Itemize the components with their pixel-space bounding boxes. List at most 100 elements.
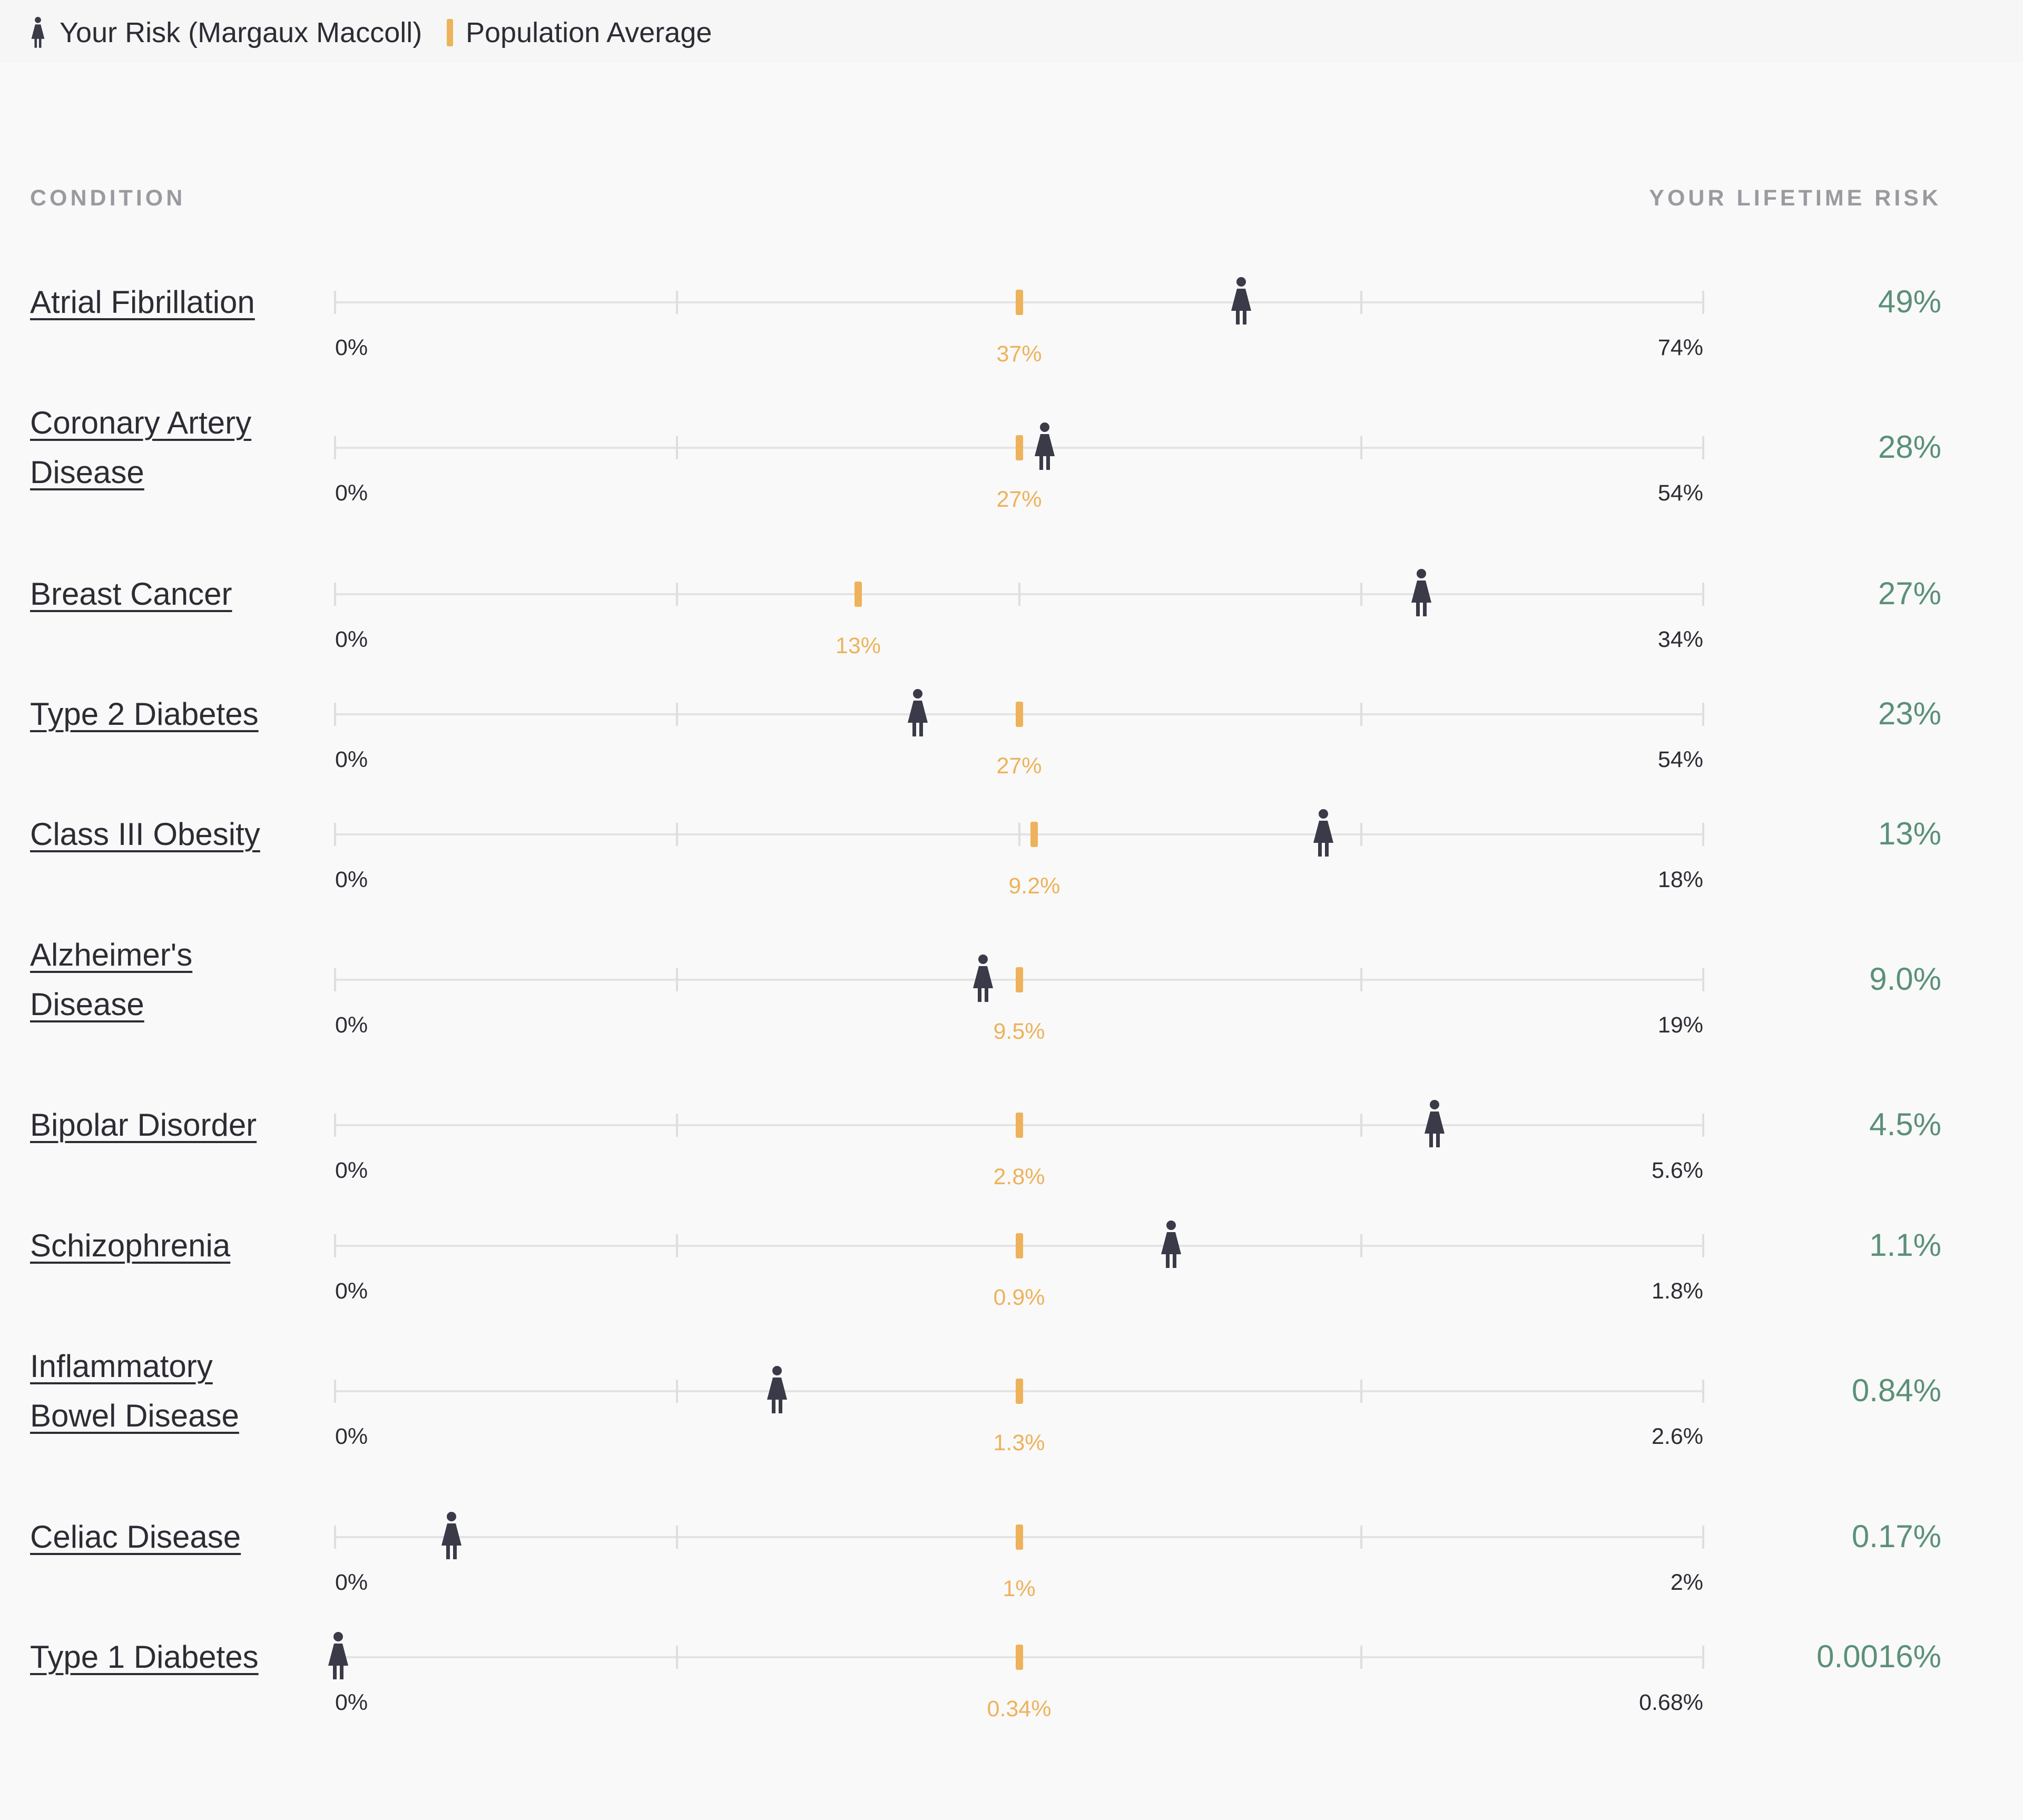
condition-name-line: Bowel Disease	[30, 1398, 239, 1433]
your-risk-person-icon	[1411, 569, 1432, 616]
condition-link[interactable]: Alzheimer's Disease	[30, 930, 325, 1029]
range-tick	[676, 823, 679, 846]
your-risk-person-icon	[1313, 809, 1333, 857]
population-average-marker	[1015, 1379, 1023, 1404]
range-tick	[1702, 436, 1704, 459]
range-tick	[334, 1234, 336, 1257]
condition-name-line: Bipolar Disorder	[30, 1107, 257, 1143]
lifetime-risk-value: 27%	[1878, 576, 1941, 611]
lifetime-risk-value: 0.0016%	[1816, 1639, 1941, 1674]
female-person-icon	[31, 17, 45, 48]
range-tick	[1702, 1234, 1704, 1257]
population-average-label: 1%	[1003, 1576, 1036, 1601]
range-tick	[334, 583, 336, 606]
axis-max-label: 54%	[1657, 480, 1703, 506]
axis-max-label: 18%	[1657, 867, 1703, 892]
axis-min-label: 0%	[335, 867, 368, 892]
lifetime-risk-value: 9.0%	[1869, 961, 1941, 997]
population-average-marker	[1015, 967, 1023, 992]
range-tick	[1702, 1114, 1704, 1137]
population-average-label: 9.2%	[1008, 873, 1060, 899]
population-average-label: 27%	[996, 753, 1042, 779]
axis-min-label: 0%	[335, 747, 368, 772]
population-average-label: 9.5%	[993, 1019, 1045, 1044]
population-average-marker	[1030, 822, 1038, 847]
range-tick	[676, 1380, 679, 1403]
legend-population-label: Population Average	[466, 17, 712, 48]
your-risk-person-icon	[767, 1366, 788, 1413]
condition-link[interactable]: Class III Obesity	[30, 810, 325, 859]
population-average-marker	[1015, 1113, 1023, 1138]
range-tick	[334, 823, 336, 846]
axis-max-label: 54%	[1657, 747, 1703, 772]
lifetime-risk-value: 49%	[1878, 284, 1941, 319]
range-tick	[334, 1114, 336, 1137]
your-risk-person-icon	[328, 1632, 349, 1679]
condition-link[interactable]: Breast Cancer	[30, 569, 325, 619]
lifetime-risk-value: 28%	[1878, 429, 1941, 465]
axis-min-label: 0%	[335, 1012, 368, 1038]
condition-name-line: Celiac Disease	[30, 1519, 241, 1555]
range-tick	[1702, 1380, 1704, 1403]
range-tick	[1702, 968, 1704, 991]
range-tick	[676, 1526, 679, 1549]
axis-max-label: 5.6%	[1651, 1158, 1703, 1183]
range-tick	[1702, 1646, 1704, 1669]
legend-population-average: Population Average	[447, 13, 712, 53]
population-average-marker	[1015, 702, 1023, 727]
condition-name-line: Type 2 Diabetes	[30, 696, 259, 732]
range-tick	[1702, 703, 1704, 726]
condition-name-line: Disease	[30, 987, 144, 1022]
axis-max-label: 0.68%	[1639, 1690, 1703, 1715]
condition-link[interactable]: Type 2 Diabetes	[30, 690, 325, 739]
range-tick	[334, 1526, 336, 1549]
population-average-label: 0.9%	[993, 1285, 1045, 1310]
range-tick	[1702, 583, 1704, 606]
range-tick	[1360, 968, 1362, 991]
range-tick	[1018, 823, 1020, 846]
axis-max-label: 34%	[1657, 627, 1703, 652]
range-tick	[334, 291, 336, 314]
condition-name-line: Disease	[30, 455, 144, 490]
condition-header: CONDITION	[30, 185, 186, 211]
range-tick	[1360, 583, 1362, 606]
condition-name-line: Breast Cancer	[30, 576, 232, 612]
condition-link[interactable]: Type 1 Diabetes	[30, 1632, 325, 1682]
condition-name-line: Coronary Artery	[30, 405, 252, 440]
your-risk-person-icon	[1424, 1100, 1445, 1147]
condition-name-line: Schizophrenia	[30, 1228, 231, 1263]
population-average-label: 37%	[996, 341, 1042, 367]
condition-link[interactable]: Coronary Artery Disease	[30, 398, 325, 497]
range-tick	[676, 703, 679, 726]
condition-name-line: Alzheimer's	[30, 937, 193, 972]
axis-min-label: 0%	[335, 627, 368, 652]
lifetime-risk-value: 23%	[1878, 696, 1941, 731]
range-tick	[1360, 1234, 1362, 1257]
axis-max-label: 2%	[1670, 1570, 1703, 1595]
condition-link[interactable]: Inflammatory Bowel Disease	[30, 1342, 325, 1441]
your-risk-person-icon	[973, 955, 994, 1002]
range-tick	[1018, 583, 1020, 606]
population-average-marker	[1015, 1645, 1023, 1670]
legend: Your Risk (Margaux Maccoll) Population A…	[0, 0, 2023, 62]
range-tick	[1360, 703, 1362, 726]
axis-max-label: 19%	[1657, 1012, 1703, 1038]
axis-min-label: 0%	[335, 1690, 368, 1715]
population-average-marker	[1015, 1233, 1023, 1258]
condition-link[interactable]: Celiac Disease	[30, 1512, 325, 1562]
condition-name-line: Type 1 Diabetes	[30, 1639, 259, 1675]
range-tick	[676, 291, 679, 314]
range-tick	[1360, 436, 1362, 459]
lifetime-risk-value: 4.5%	[1869, 1107, 1941, 1142]
condition-link[interactable]: Atrial Fibrillation	[30, 278, 325, 327]
population-average-label: 2.8%	[993, 1164, 1045, 1189]
range-tick	[334, 703, 336, 726]
average-marker-icon	[447, 19, 453, 46]
legend-your-risk-label: Your Risk (Margaux Maccoll)	[60, 17, 423, 48]
range-tick	[334, 968, 336, 991]
condition-link[interactable]: Schizophrenia	[30, 1221, 325, 1271]
range-tick	[676, 583, 679, 606]
condition-link[interactable]: Bipolar Disorder	[30, 1100, 325, 1150]
range-tick	[1360, 1114, 1362, 1137]
